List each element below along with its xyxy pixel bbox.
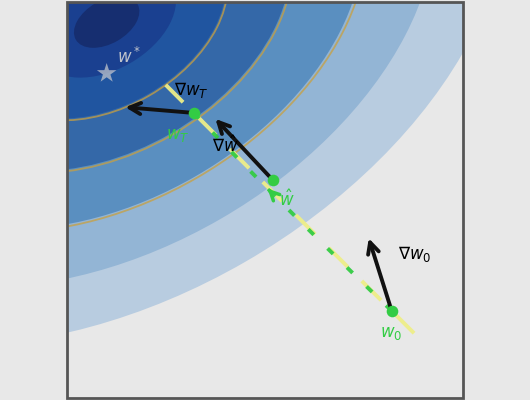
- Point: [190, 110, 198, 116]
- Point: [269, 177, 277, 184]
- Text: $\nabla w_T$: $\nabla w_T$: [174, 80, 209, 100]
- Ellipse shape: [0, 0, 508, 346]
- Ellipse shape: [37, 0, 176, 78]
- Point: [102, 70, 111, 76]
- Ellipse shape: [0, 0, 436, 288]
- Text: $\nabla w_0$: $\nabla w_0$: [398, 244, 431, 264]
- Text: $w_T$: $w_T$: [166, 127, 190, 144]
- Point: [387, 308, 396, 314]
- Ellipse shape: [74, 0, 139, 48]
- Text: $w_0$: $w_0$: [380, 324, 402, 342]
- Text: $\hat{w}$: $\hat{w}$: [279, 189, 295, 210]
- Ellipse shape: [0, 0, 290, 171]
- Ellipse shape: [0, 0, 226, 118]
- Text: $\nabla\hat{w}$: $\nabla\hat{w}$: [211, 136, 238, 156]
- Ellipse shape: [0, 0, 363, 229]
- Text: $w^*$: $w^*$: [117, 47, 141, 68]
